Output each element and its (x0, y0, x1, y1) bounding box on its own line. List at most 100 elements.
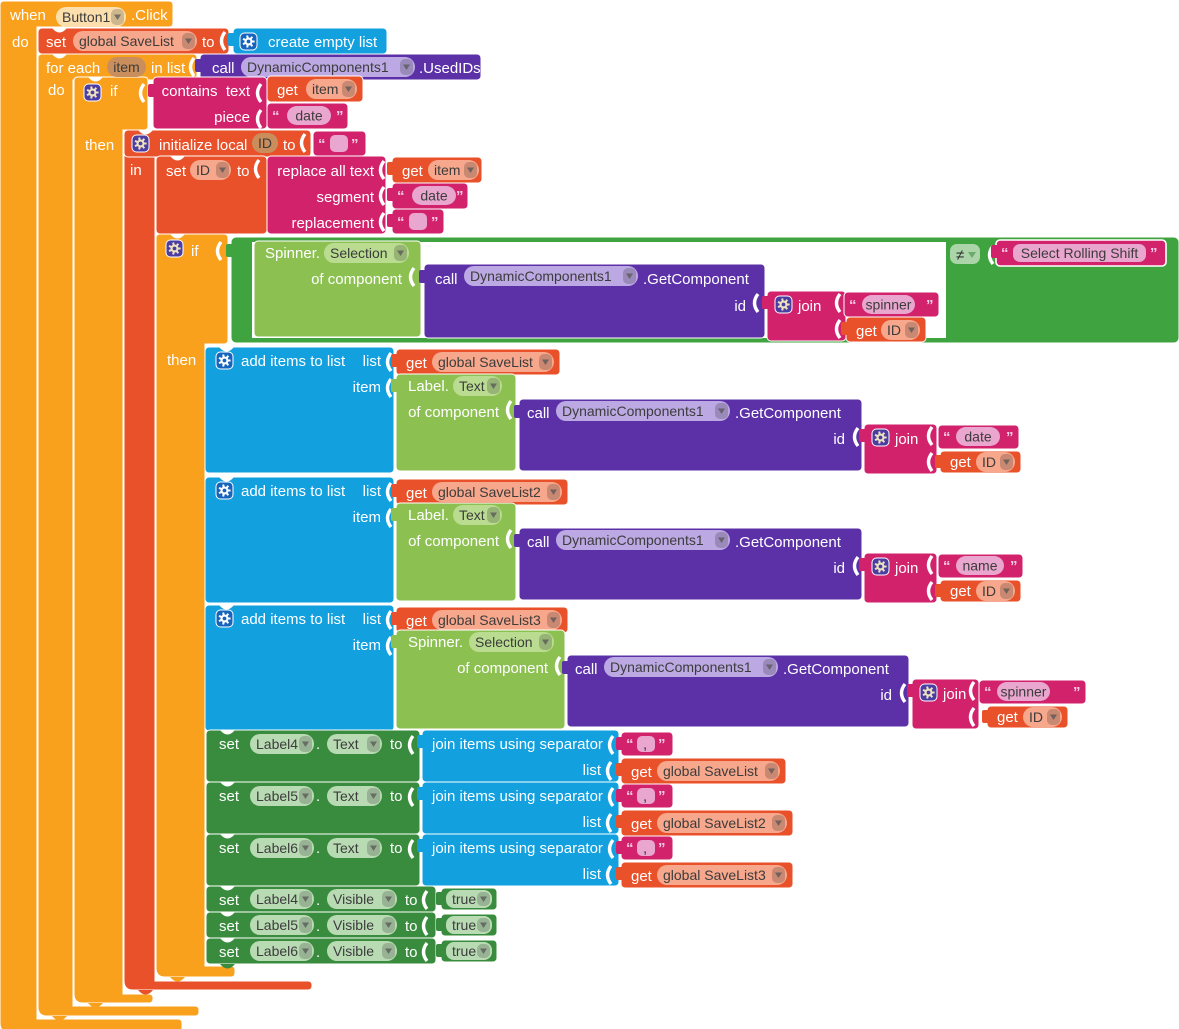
svg-text:get: get (631, 868, 653, 885)
svg-text:item: item (113, 59, 139, 75)
svg-text:.: . (316, 918, 320, 935)
svg-text:get: get (631, 764, 653, 781)
svg-text:join: join (894, 431, 918, 448)
svg-text:Label.: Label. (408, 507, 449, 524)
svg-text:do: do (12, 34, 29, 51)
svg-text:.GetComponent: .GetComponent (783, 661, 890, 678)
svg-text:DynamicComponents1: DynamicComponents1 (470, 268, 612, 284)
svg-text:call: call (212, 60, 235, 77)
svg-text:id: id (833, 431, 845, 448)
svg-text:add items to list: add items to list (241, 611, 346, 628)
svg-text:set: set (219, 892, 240, 909)
svg-text:do: do (48, 82, 65, 99)
svg-text:Label6: Label6 (256, 943, 298, 959)
svg-text:.GetComponent: .GetComponent (735, 405, 842, 422)
svg-text:global SaveList3: global SaveList3 (663, 867, 766, 883)
svg-text:then: then (167, 352, 196, 369)
svg-text:list: list (583, 866, 602, 883)
svg-text:to: to (405, 944, 418, 961)
svg-text:Button1: Button1 (62, 9, 110, 25)
svg-text:get: get (277, 82, 299, 99)
svg-text:global SaveList2: global SaveList2 (438, 484, 541, 500)
svg-text:list: list (363, 483, 382, 500)
svg-text:Label.: Label. (408, 378, 449, 395)
svg-text:“: “ (943, 429, 951, 446)
svg-text:join items using separator: join items using separator (431, 840, 603, 857)
svg-text:,: , (643, 736, 647, 753)
svg-text:set: set (219, 918, 240, 935)
svg-text:spinner: spinner (1001, 684, 1047, 700)
svg-text:item: item (434, 162, 460, 178)
svg-text:list: list (363, 353, 382, 370)
svg-text:set: set (219, 944, 240, 961)
svg-text:to: to (390, 840, 403, 857)
svg-text:list: list (363, 611, 382, 628)
svg-text:replacement: replacement (291, 215, 374, 232)
svg-text:then: then (85, 137, 114, 154)
svg-text:Label5: Label5 (256, 917, 298, 933)
svg-text:get: get (406, 355, 428, 372)
svg-text:call: call (435, 271, 458, 288)
svg-text:“: “ (626, 788, 634, 805)
svg-text:global SaveList: global SaveList (79, 33, 174, 49)
svg-text:“: “ (984, 684, 992, 701)
svg-text:Text: Text (459, 507, 485, 523)
svg-text:”: ” (658, 840, 666, 857)
svg-text:get: get (406, 613, 428, 630)
svg-text:of component: of component (311, 271, 403, 288)
svg-text:to: to (390, 736, 403, 753)
svg-text:DynamicComponents1: DynamicComponents1 (247, 59, 389, 75)
svg-text:join: join (894, 560, 918, 577)
svg-text:name: name (962, 558, 997, 574)
svg-text:join: join (797, 298, 821, 315)
svg-text:set: set (46, 34, 67, 51)
svg-text:set: set (219, 788, 240, 805)
svg-text:Select Rolling Shift: Select Rolling Shift (1021, 245, 1139, 261)
svg-text:global SaveList3: global SaveList3 (438, 612, 541, 628)
svg-text:set: set (219, 736, 240, 753)
svg-text:DynamicComponents1: DynamicComponents1 (562, 532, 704, 548)
svg-text:in list: in list (151, 60, 186, 77)
svg-text:true: true (452, 917, 476, 933)
svg-text:item: item (312, 81, 338, 97)
svg-text:DynamicComponents1: DynamicComponents1 (610, 659, 752, 675)
svg-text:item: item (353, 509, 381, 526)
svg-text:to: to (283, 137, 296, 154)
svg-text:when: when (9, 7, 46, 24)
svg-text:Selection: Selection (330, 245, 388, 261)
svg-text:”: ” (926, 297, 934, 314)
svg-text:get: get (856, 323, 878, 340)
svg-text:”: ” (1073, 684, 1081, 701)
svg-text:get: get (950, 583, 972, 600)
svg-text:Visible: Visible (333, 943, 374, 959)
svg-text:to: to (405, 918, 418, 935)
svg-text:,: , (643, 840, 647, 857)
svg-text:spinner: spinner (866, 297, 912, 313)
svg-text:global SaveList2: global SaveList2 (663, 815, 766, 831)
svg-text:.GetComponent: .GetComponent (643, 271, 750, 288)
svg-text:“: “ (318, 136, 326, 153)
svg-text:date: date (964, 429, 991, 445)
svg-text:if: if (110, 83, 118, 100)
svg-text:for each: for each (46, 60, 100, 77)
svg-text:if: if (191, 243, 199, 260)
svg-text:.UsedIDs: .UsedIDs (419, 60, 481, 77)
svg-text:DynamicComponents1: DynamicComponents1 (562, 403, 704, 419)
svg-text:.: . (316, 736, 320, 753)
svg-text:.Click: .Click (131, 7, 168, 24)
svg-text:to: to (390, 788, 403, 805)
svg-text:“: “ (849, 297, 857, 314)
svg-text:Visible: Visible (333, 917, 374, 933)
svg-text:true: true (452, 891, 476, 907)
svg-text:ID: ID (1029, 709, 1043, 725)
svg-text:ID: ID (196, 162, 210, 178)
svg-text:of component: of component (408, 533, 500, 550)
svg-text:”: ” (431, 214, 439, 231)
svg-text:to: to (237, 163, 250, 180)
svg-text:”: ” (351, 136, 359, 153)
svg-text:≠: ≠ (956, 247, 964, 264)
svg-text:Spinner.: Spinner. (408, 634, 463, 651)
svg-text:add items to list: add items to list (241, 483, 346, 500)
svg-text:to: to (405, 892, 418, 909)
svg-text:Selection: Selection (475, 634, 533, 650)
